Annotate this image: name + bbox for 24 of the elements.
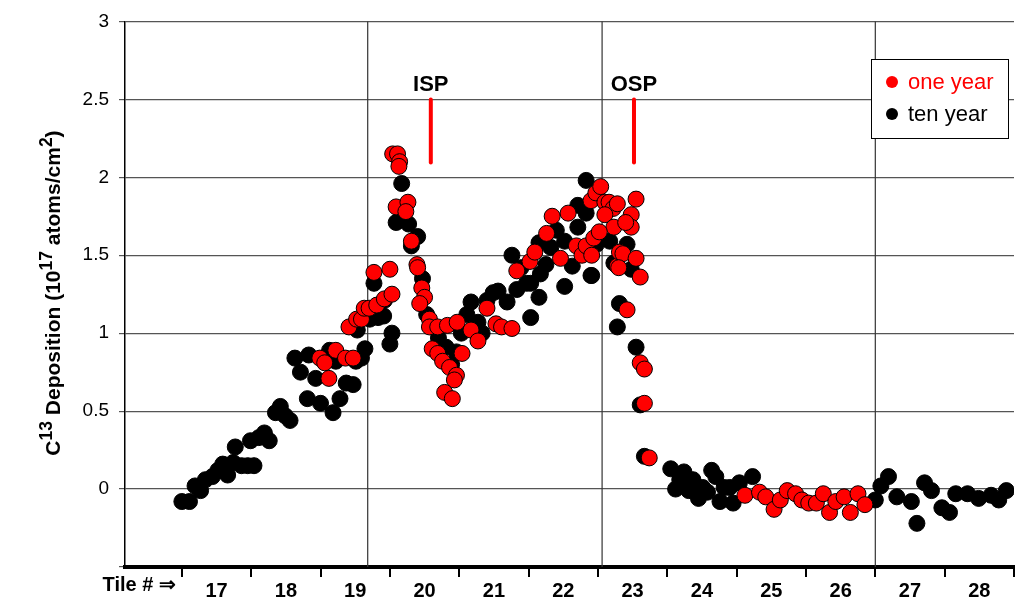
y-tick-label: 0 [98, 477, 109, 499]
y-tick-label: 1 [98, 321, 109, 343]
y-tick-label: 0.5 [82, 399, 109, 421]
x-tick-label: 23 [621, 578, 644, 601]
legend-label: ten year [908, 100, 988, 129]
x-tick-label: 21 [482, 578, 506, 601]
ref-line-label: ISP [413, 71, 449, 97]
x-tick-label: 27 [898, 578, 922, 601]
y-tick-label: 3 [98, 9, 109, 31]
x-tick-label: 25 [760, 578, 783, 601]
x-tick-label: 26 [829, 578, 852, 601]
x-tick-label: 28 [968, 578, 991, 601]
y-tick-label: 1.5 [82, 243, 109, 265]
x-tick-label: 18 [274, 578, 297, 601]
x-tick-label: 19 [344, 578, 367, 601]
x-tick-label: 20 [413, 578, 436, 601]
legend-label: one year [908, 68, 994, 97]
y-tick-label: 2 [98, 165, 109, 187]
x-tick-label: 17 [205, 578, 228, 601]
x-tick-label: 24 [690, 578, 714, 601]
ref-line-label: OSP [610, 71, 658, 97]
x-axis-title: Tile # ⇒ [102, 572, 176, 595]
y-tick-label: 2.5 [82, 87, 109, 109]
x-tick-label: 22 [552, 578, 575, 601]
